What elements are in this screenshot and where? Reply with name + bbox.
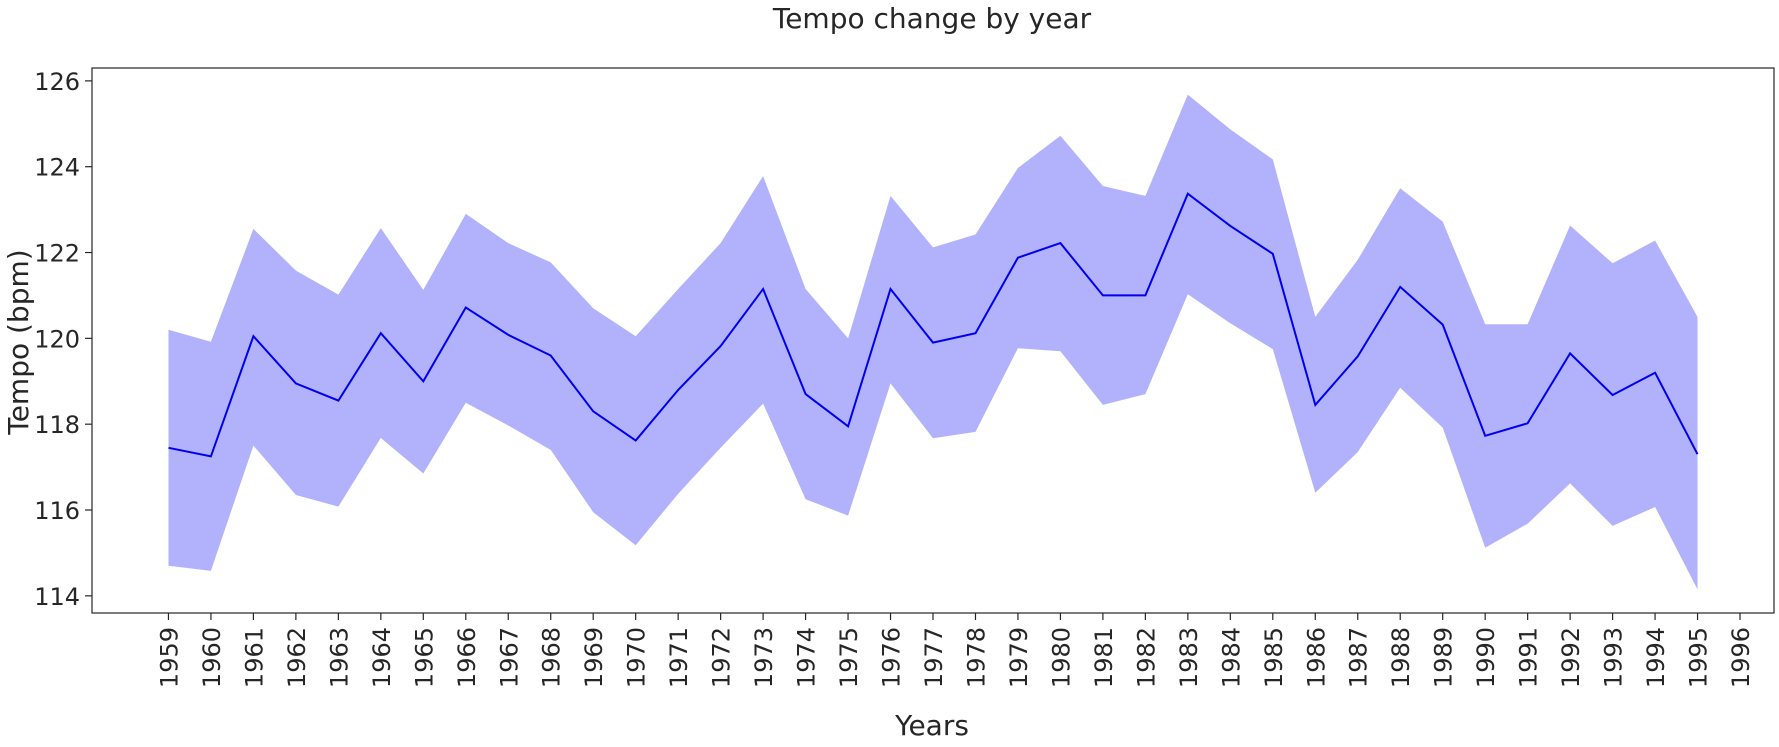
x-tick-label: 1990 [1472, 627, 1500, 688]
y-tick-label: 126 [34, 68, 80, 96]
y-tick-label: 120 [34, 325, 80, 353]
x-tick-label: 1992 [1557, 627, 1585, 688]
x-tick-label: 1987 [1345, 627, 1373, 688]
x-tick-label: 1994 [1642, 627, 1670, 688]
x-tick-label: 1969 [580, 627, 608, 688]
y-axis-label: Tempo (bpm) [2, 249, 35, 435]
y-tick-label: 122 [34, 240, 80, 268]
y-tick-label: 124 [34, 154, 80, 182]
x-tick-label: 1983 [1175, 627, 1203, 688]
x-tick-label: 1959 [156, 627, 184, 688]
x-tick-label: 1967 [495, 627, 523, 688]
x-tick-label: 1980 [1047, 627, 1075, 688]
plot-area [168, 94, 1699, 590]
x-tick-label: 1988 [1387, 627, 1415, 688]
x-tick-label: 1964 [368, 627, 396, 688]
x-tick-label: 1995 [1685, 627, 1713, 688]
x-tick-label: 1973 [750, 627, 778, 688]
x-tick-label: 1978 [963, 627, 991, 688]
x-tick-label: 1966 [453, 627, 481, 688]
y-tick-label: 116 [34, 497, 80, 525]
x-tick-label: 1974 [793, 627, 821, 688]
x-tick-label: 1986 [1302, 627, 1330, 688]
x-tick-label: 1971 [665, 627, 693, 688]
x-tick-label: 1970 [623, 627, 651, 688]
x-tick-label: 1972 [708, 627, 736, 688]
x-tick-label: 1961 [240, 627, 268, 688]
x-tick-label: 1982 [1132, 627, 1160, 688]
x-tick-label: 1984 [1217, 627, 1245, 688]
x-tick-label: 1981 [1090, 627, 1118, 688]
x-tick-label: 1985 [1260, 627, 1288, 688]
x-tick-label: 1963 [325, 627, 353, 688]
x-tick-label: 1989 [1430, 627, 1458, 688]
x-tick-label: 1975 [835, 627, 863, 688]
x-tick-label: 1991 [1515, 627, 1543, 688]
x-tick-label: 1996 [1727, 627, 1755, 688]
x-tick-label: 1993 [1600, 627, 1628, 688]
x-tick-label: 1960 [198, 627, 226, 688]
x-tick-label: 1962 [283, 627, 311, 688]
x-tick-label: 1979 [1005, 627, 1033, 688]
y-tick-label: 118 [34, 411, 80, 439]
mean-tempo-line [168, 192, 1699, 458]
x-tick-label: 1977 [920, 627, 948, 688]
x-tick-label: 1965 [410, 627, 438, 688]
x-axis-ticks: 1959 1960 1961 1962 1963 1964 1965 1966 1967 1968… [156, 613, 1755, 688]
y-axis-ticks: 114 116 118 120 122 124 126 [34, 68, 92, 611]
y-tick-label: 114 [34, 583, 80, 611]
x-tick-label: 1976 [878, 627, 906, 688]
x-axis-label: Years [894, 709, 969, 742]
x-tick-label: 1968 [538, 627, 566, 688]
chart-title: Tempo change by year [772, 2, 1092, 35]
